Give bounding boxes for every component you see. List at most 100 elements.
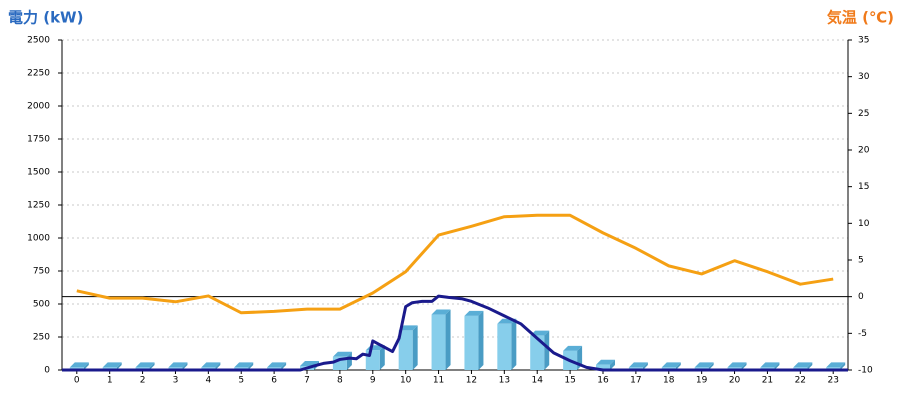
bar-top <box>793 362 813 368</box>
y2-tick-label: 10 <box>858 219 870 229</box>
bar-side <box>544 330 550 370</box>
x-tick-label: 0 <box>74 376 80 386</box>
bar-top <box>628 362 648 368</box>
bar-side <box>182 362 188 370</box>
x-tick-label: 3 <box>173 376 179 386</box>
y-tick-label: 1500 <box>27 168 50 178</box>
x-tick-label: 20 <box>729 376 741 386</box>
bar <box>530 335 545 370</box>
y-tick-label: 0 <box>44 366 50 376</box>
bar-side <box>281 362 287 370</box>
bar-top <box>398 325 418 331</box>
y2-tick-label: -5 <box>858 329 867 339</box>
x-tick-label: 12 <box>466 376 477 386</box>
bar-side <box>149 362 155 370</box>
bar <box>431 314 446 370</box>
left-axis-title: 電力 (kW) <box>8 9 83 27</box>
x-tick-label: 11 <box>433 376 444 386</box>
bar-side <box>379 345 385 370</box>
bar-top <box>595 359 615 365</box>
y-tick-label: 1750 <box>27 135 50 145</box>
right-axis-title: 気温 (℃) <box>827 9 894 27</box>
y-tick-label: 1250 <box>27 201 50 211</box>
bar-side <box>215 362 221 370</box>
bar-side <box>708 362 714 370</box>
y-tick-label: 2250 <box>27 69 50 79</box>
y-tick-label: 250 <box>33 333 50 343</box>
bar-top <box>563 345 583 351</box>
bar <box>398 330 413 370</box>
x-tick-label: 17 <box>630 376 641 386</box>
bar-side <box>642 362 648 370</box>
x-tick-label: 9 <box>370 376 376 386</box>
bar-side <box>609 359 615 370</box>
y-tick-label: 2000 <box>27 102 50 112</box>
bar-top <box>267 362 287 368</box>
y2-tick-label: 30 <box>858 72 870 82</box>
x-tick-label: 19 <box>696 376 708 386</box>
bar-side <box>346 351 352 370</box>
x-tick-label: 8 <box>337 376 343 386</box>
x-tick-label: 21 <box>762 376 773 386</box>
bar-top <box>431 309 451 315</box>
x-tick-label: 4 <box>205 376 211 386</box>
bar-side <box>675 362 681 370</box>
bar-side <box>248 362 254 370</box>
x-tick-label: 22 <box>795 376 806 386</box>
bar-side <box>807 362 813 370</box>
bar-side <box>774 362 780 370</box>
bar-side <box>412 325 418 370</box>
x-tick-label: 2 <box>140 376 146 386</box>
bar-side <box>83 362 89 370</box>
bar-top <box>661 362 681 368</box>
bar-top <box>694 362 714 368</box>
y2-tick-label: 20 <box>858 146 870 156</box>
bar <box>365 350 380 370</box>
y-tick-label: 500 <box>33 300 50 310</box>
x-tick-label: 16 <box>597 376 609 386</box>
x-tick-label: 10 <box>400 376 412 386</box>
bar-side <box>445 309 451 370</box>
y2-tick-label: 15 <box>858 182 869 192</box>
bar-top <box>168 362 188 368</box>
bar-side <box>116 362 122 370</box>
bar-top <box>727 362 747 368</box>
bar-side <box>511 318 517 370</box>
y-tick-label: 2500 <box>27 36 50 46</box>
bar-top <box>760 362 780 368</box>
x-tick-label: 6 <box>271 376 277 386</box>
y2-tick-label: -10 <box>858 366 873 376</box>
x-tick-label: 13 <box>499 376 510 386</box>
bar <box>464 315 479 370</box>
bar-top <box>201 362 221 368</box>
bar-side <box>478 310 484 370</box>
y2-tick-label: 5 <box>858 256 864 266</box>
x-tick-label: 23 <box>827 376 838 386</box>
y2-tick-label: 35 <box>858 36 869 46</box>
x-tick-label: 1 <box>107 376 113 386</box>
bar-top <box>332 351 352 357</box>
bar <box>497 323 512 370</box>
bar-top <box>102 362 122 368</box>
x-tick-label: 18 <box>663 376 675 386</box>
bar <box>595 364 610 370</box>
x-tick-label: 5 <box>238 376 244 386</box>
x-tick-label: 15 <box>564 376 575 386</box>
bar-top <box>826 362 846 368</box>
y2-tick-label: 25 <box>858 109 869 119</box>
bar-top <box>69 362 89 368</box>
line <box>62 294 848 372</box>
line <box>76 213 834 315</box>
y2-tick-label: 0 <box>858 292 864 302</box>
x-tick-label: 14 <box>531 376 543 386</box>
bar-top <box>464 310 484 316</box>
bar-top <box>234 362 254 368</box>
bar-top <box>135 362 155 368</box>
y-tick-label: 1000 <box>27 234 50 244</box>
y-tick-label: 750 <box>33 267 50 277</box>
x-tick-label: 7 <box>304 376 310 386</box>
bar-side <box>741 362 747 370</box>
bar-side <box>840 362 846 370</box>
